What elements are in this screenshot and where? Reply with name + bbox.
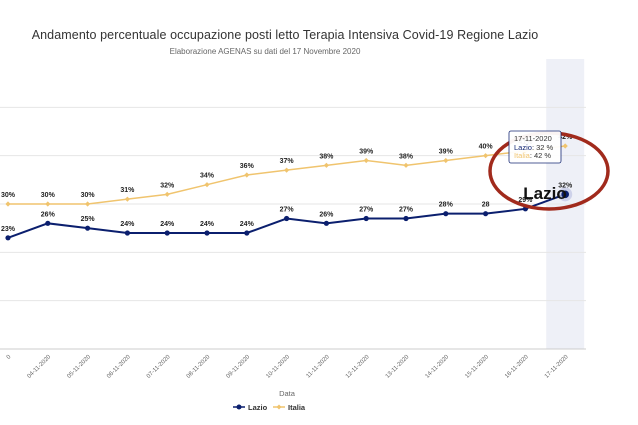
data-label-lazio: 24% [200, 221, 215, 228]
data-point-lazio[interactable] [323, 220, 329, 226]
data-point-lazio[interactable] [124, 230, 130, 236]
data-point-lazio[interactable] [164, 230, 170, 236]
x-tick-label: 14-11-2020 [425, 354, 451, 380]
data-label-lazio: 26% [41, 211, 56, 218]
data-label-lazio: 28 [482, 202, 490, 209]
data-point-lazio[interactable] [483, 211, 489, 217]
tooltip-box [508, 130, 562, 164]
data-label-italia: 37% [280, 158, 295, 165]
data-point-italia[interactable] [323, 162, 329, 168]
data-point-italia[interactable] [124, 196, 130, 202]
x-tick-label: 07-11-2020 [146, 354, 172, 380]
data-label-lazio: 29% [518, 197, 533, 204]
data-label-italia: 30% [1, 192, 16, 199]
data-point-italia[interactable] [244, 172, 250, 178]
data-point-italia[interactable] [45, 201, 51, 207]
x-tick-label: 09-11-2020 [226, 354, 252, 380]
x-tick-label: 16-11-2020 [504, 354, 530, 380]
data-point-lazio[interactable] [244, 230, 250, 236]
data-label-lazio: 27% [359, 207, 374, 214]
data-label-lazio: 27% [280, 207, 295, 214]
data-label-italia: 30% [81, 192, 96, 199]
data-label-lazio: 27% [399, 207, 414, 214]
x-tick-label: 11-11-2020 [305, 354, 331, 380]
x-axis-title: Data [279, 389, 296, 398]
data-label-lazio: 26% [319, 211, 334, 218]
data-point-lazio[interactable] [204, 230, 210, 236]
data-point-italia[interactable] [284, 167, 290, 173]
data-label-italia: 31% [120, 187, 135, 194]
data-label-italia: 42% [558, 134, 573, 141]
data-point-italia[interactable] [164, 191, 170, 197]
chart-title: Andamento percentuale occupazione posti … [31, 28, 539, 42]
data-label-italia: 38% [399, 153, 414, 160]
data-point-lazio[interactable] [443, 211, 449, 217]
tooltip-date: 17-11-2020 [514, 134, 552, 143]
x-tick-label: 06-11-2020 [106, 354, 132, 380]
data-label-italia: 36% [240, 163, 255, 170]
data-label-lazio: 28% [439, 202, 454, 209]
data-label-lazio: 24% [120, 221, 135, 228]
data-label-italia: 30% [41, 192, 56, 199]
annotation-label: Lazio [523, 184, 566, 203]
data-label-lazio: 23% [1, 226, 16, 233]
data-point-lazio[interactable] [45, 220, 51, 226]
x-tick-label: 13-11-2020 [385, 354, 411, 380]
data-label-italia: 39% [359, 149, 374, 156]
x-tick-label: 10-11-2020 [265, 354, 291, 380]
data-point-italia[interactable] [562, 143, 568, 149]
tooltip-line-lazio: Lazio: 32 % [514, 143, 554, 152]
data-label-lazio: 32% [558, 182, 573, 189]
data-point-lazio[interactable] [363, 215, 369, 222]
data-point-italia[interactable] [363, 157, 369, 164]
data-label-lazio: 25% [81, 216, 96, 223]
data-point-italia[interactable] [403, 162, 409, 168]
data-label-italia: 40% [479, 144, 494, 151]
data-label-italia: 32% [160, 182, 175, 189]
data-label-lazio: 24% [160, 221, 175, 228]
data-point-italia[interactable] [85, 201, 91, 207]
legend-marker[interactable] [276, 404, 282, 410]
data-point-italia[interactable] [443, 157, 449, 164]
data-point-italia[interactable] [5, 201, 11, 207]
data-label-lazio: 24% [240, 221, 255, 228]
chart-subtitle: Elaborazione AGENAS su dati del 17 Novem… [169, 47, 361, 56]
x-tick-label: 0 [6, 354, 13, 361]
data-label-italia: 34% [200, 173, 215, 180]
x-tick-label: 05-11-2020 [66, 354, 92, 380]
data-point-lazio[interactable] [561, 190, 569, 199]
data-label-italia: 38% [319, 153, 334, 160]
legend-marker[interactable] [236, 404, 242, 410]
data-point-lazio[interactable] [85, 225, 91, 231]
x-tick-label: 12-11-2020 [345, 354, 371, 380]
data-point-lazio[interactable] [284, 215, 290, 222]
data-point-italia[interactable] [483, 153, 489, 159]
legend-label-italia[interactable]: Italia [288, 403, 306, 412]
x-tick-label: 08-11-2020 [186, 354, 212, 380]
x-tick-label: 04-11-2020 [27, 354, 53, 380]
data-label-italia: 39% [439, 149, 454, 156]
data-point-lazio[interactable] [5, 235, 11, 241]
legend-label-lazio[interactable]: Lazio [248, 403, 268, 412]
data-point-lazio[interactable] [403, 215, 409, 222]
x-tick-label: 15-11-2020 [464, 354, 490, 380]
tooltip-line-italia: Italia: 42 % [514, 151, 551, 160]
data-point-italia[interactable] [204, 182, 210, 188]
x-tick-label: 17-11-2020 [544, 354, 570, 380]
